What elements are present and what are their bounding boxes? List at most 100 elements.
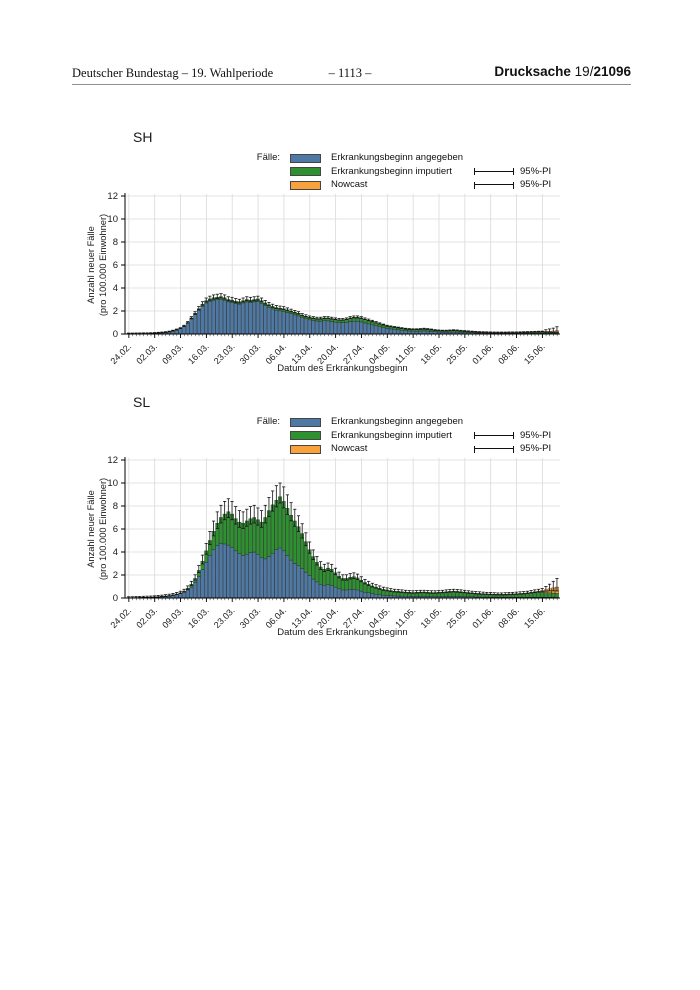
svg-text:12: 12 bbox=[107, 455, 118, 466]
svg-text:30.03.: 30.03. bbox=[238, 605, 263, 630]
x-axis-ticks: 24.02. 02.03. 09.03. 16.03. 23.03. 30.03. 06.0… bbox=[108, 334, 558, 366]
svg-text:6: 6 bbox=[113, 524, 118, 535]
pi-legend-row: 95%-PI bbox=[474, 429, 552, 441]
legend-label: Erkrankungsbeginn angegeben bbox=[331, 152, 464, 163]
svg-text:2: 2 bbox=[113, 306, 118, 317]
sh-plot: 0 2 4 6 8 10 12 24.02. 02.03. 09.03. 16.03. 23.03. 3… bbox=[86, 191, 560, 374]
bars bbox=[126, 296, 559, 335]
legend-title: Fälle: bbox=[256, 152, 280, 163]
legend-title: Fälle: bbox=[256, 416, 280, 427]
svg-text:Datum des Erkrankungsbeginn: Datum des Erkrankungsbeginn bbox=[277, 627, 407, 638]
legend-sh: Fälle: Erkrankungsbeginn angegeben Erkra… bbox=[0, 153, 700, 195]
pi-label: 95%-PI bbox=[520, 165, 552, 177]
svg-text:23.03.: 23.03. bbox=[212, 341, 237, 366]
header-drucksache: Drucksache 19/21096 bbox=[494, 64, 631, 79]
svg-text:09.03.: 09.03. bbox=[160, 605, 185, 630]
svg-text:11.05.: 11.05. bbox=[393, 341, 417, 365]
svg-text:02.03.: 02.03. bbox=[134, 605, 159, 630]
axis-titles: Anzahl neuer Fälle (pro 100.000 Einwohner… bbox=[86, 478, 408, 638]
svg-text:09.03.: 09.03. bbox=[160, 341, 185, 366]
error-bar-icon bbox=[474, 168, 514, 175]
svg-text:24.02.: 24.02. bbox=[108, 605, 133, 630]
svg-text:11.05.: 11.05. bbox=[393, 605, 417, 629]
svg-text:(pro 100.000 Einwohner): (pro 100.000 Einwohner) bbox=[98, 214, 108, 316]
error-bar-icon bbox=[474, 181, 514, 189]
svg-text:08.06.: 08.06. bbox=[496, 605, 521, 630]
svg-text:4: 4 bbox=[113, 283, 118, 294]
drucksache-term: 19/ bbox=[574, 64, 594, 79]
svg-text:15.06.: 15.06. bbox=[522, 341, 547, 366]
legend-label: Erkrankungsbeginn imputiert bbox=[331, 429, 452, 441]
pi-label: 95%-PI bbox=[520, 429, 552, 441]
page-number: – 1113 – bbox=[328, 66, 372, 80]
pi-label: 95%-PI bbox=[520, 179, 552, 190]
svg-text:15.06.: 15.06. bbox=[522, 605, 547, 630]
svg-text:Anzahl neuer Fälle: Anzahl neuer Fälle bbox=[86, 490, 96, 568]
svg-text:8: 8 bbox=[113, 237, 118, 248]
error-bar-icon bbox=[474, 432, 514, 439]
pi-legend-row: 95%-PI bbox=[474, 180, 551, 190]
blue-swatch bbox=[290, 417, 321, 427]
legend-label: Erkrankungsbeginn imputiert bbox=[331, 165, 452, 177]
svg-text:18.05.: 18.05. bbox=[419, 341, 444, 366]
y-axis-ticks: 0 2 4 6 8 10 12 bbox=[107, 191, 125, 340]
x-axis-ticks: 24.02. 02.03. 09.03. 16.03. 23.03. 30.03. 06.0… bbox=[108, 598, 558, 630]
svg-text:10: 10 bbox=[107, 478, 118, 489]
legend-label: Nowcast bbox=[331, 443, 368, 454]
legend-item-angegeben: Erkrankungsbeginn angegeben bbox=[290, 417, 463, 427]
svg-text:18.05.: 18.05. bbox=[419, 605, 444, 630]
svg-text:2: 2 bbox=[113, 570, 118, 581]
svg-text:(pro 100.000 Einwohner): (pro 100.000 Einwohner) bbox=[98, 478, 108, 580]
gridlines bbox=[125, 458, 560, 598]
orange-swatch bbox=[290, 444, 321, 454]
pi-legend-row: 95%-PI bbox=[474, 444, 551, 454]
svg-text:0: 0 bbox=[113, 593, 118, 604]
green-swatch bbox=[290, 431, 321, 440]
pi-whiskers bbox=[127, 293, 559, 335]
error-bar-icon bbox=[474, 445, 514, 453]
drucksache-number: 21096 bbox=[593, 64, 631, 79]
svg-text:23.03.: 23.03. bbox=[212, 605, 237, 630]
legend-item-nowcast: Nowcast bbox=[290, 444, 367, 454]
svg-text:24.02.: 24.02. bbox=[108, 341, 133, 366]
svg-text:02.03.: 02.03. bbox=[134, 341, 159, 366]
green-swatch bbox=[290, 167, 321, 176]
header-left-text: Deutscher Bundestag – 19. Wahlperiode bbox=[72, 66, 274, 80]
legend-item-angegeben: Erkrankungsbeginn angegeben bbox=[290, 153, 463, 163]
pi-whiskers bbox=[127, 482, 559, 599]
svg-text:12: 12 bbox=[107, 191, 118, 202]
legend-item-imputiert: Erkrankungsbeginn imputiert bbox=[290, 429, 452, 441]
svg-text:25.05.: 25.05. bbox=[444, 605, 469, 630]
pi-legend-row: 95%-PI bbox=[474, 165, 552, 177]
svg-text:16.03.: 16.03. bbox=[186, 605, 211, 630]
pi-label: 95%-PI bbox=[520, 443, 552, 454]
axis-titles: Anzahl neuer Fälle (pro 100.000 Einwohner… bbox=[86, 214, 408, 374]
svg-text:10: 10 bbox=[107, 214, 118, 225]
legend-label: Nowcast bbox=[331, 179, 368, 190]
svg-text:4: 4 bbox=[113, 547, 118, 558]
svg-text:8: 8 bbox=[113, 501, 118, 512]
svg-text:01.06.: 01.06. bbox=[470, 341, 495, 366]
svg-text:6: 6 bbox=[113, 260, 118, 271]
legend-item-nowcast: Nowcast bbox=[290, 180, 367, 190]
svg-text:01.06.: 01.06. bbox=[470, 605, 495, 630]
svg-text:25.05.: 25.05. bbox=[444, 341, 469, 366]
svg-text:0: 0 bbox=[113, 329, 118, 340]
header-divider bbox=[72, 84, 631, 85]
svg-text:16.03.: 16.03. bbox=[186, 341, 211, 366]
svg-text:Datum des Erkrankungsbeginn: Datum des Erkrankungsbeginn bbox=[277, 363, 407, 374]
blue-swatch bbox=[290, 153, 321, 163]
legend-item-imputiert: Erkrankungsbeginn imputiert bbox=[290, 165, 452, 177]
svg-text:Anzahl neuer Fälle: Anzahl neuer Fälle bbox=[86, 226, 96, 304]
legend-label: Erkrankungsbeginn angegeben bbox=[331, 416, 464, 427]
svg-text:30.03.: 30.03. bbox=[238, 341, 263, 366]
drucksache-label: Drucksache bbox=[494, 64, 571, 79]
axes bbox=[124, 193, 560, 335]
y-axis-ticks: 0 2 4 6 8 10 12 bbox=[107, 455, 125, 604]
gridlines bbox=[125, 194, 560, 334]
sl-plot: 0 2 4 6 8 10 12 24.02. 02.03. 09.03. 16.03. 23.03. 3… bbox=[86, 455, 560, 638]
legend-sl: Fälle: Erkrankungsbeginn angegeben Erkra… bbox=[0, 417, 700, 459]
chart-title-sh: SH bbox=[133, 129, 153, 145]
chart-title-sl: SL bbox=[133, 394, 151, 410]
